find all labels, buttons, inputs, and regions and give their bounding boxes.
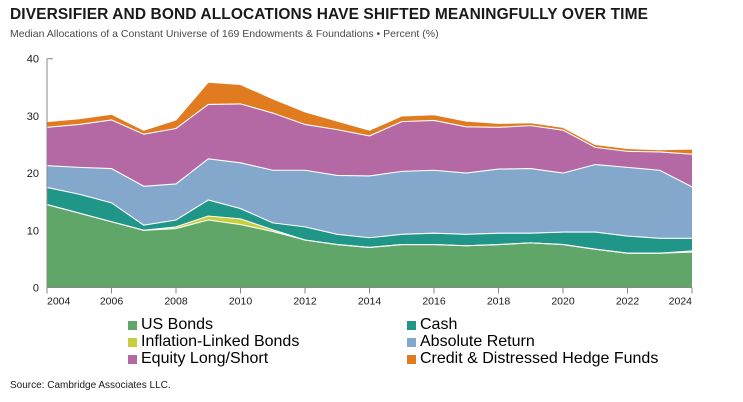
svg-text:10: 10 (27, 225, 39, 237)
svg-text:40: 40 (27, 54, 39, 66)
svg-text:2020: 2020 (551, 296, 575, 308)
svg-text:2022: 2022 (616, 296, 640, 308)
svg-text:2014: 2014 (358, 296, 382, 308)
svg-text:2012: 2012 (293, 296, 317, 308)
svg-text:30: 30 (27, 111, 39, 123)
svg-text:0: 0 (33, 283, 39, 295)
svg-text:2010: 2010 (229, 296, 253, 308)
svg-text:2024: 2024 (669, 296, 693, 308)
svg-text:2006: 2006 (100, 296, 124, 308)
svg-text:2004: 2004 (47, 296, 71, 308)
svg-text:20: 20 (27, 168, 39, 180)
svg-text:2008: 2008 (164, 296, 188, 308)
svg-text:2016: 2016 (422, 296, 446, 308)
svg-text:2018: 2018 (487, 296, 511, 308)
